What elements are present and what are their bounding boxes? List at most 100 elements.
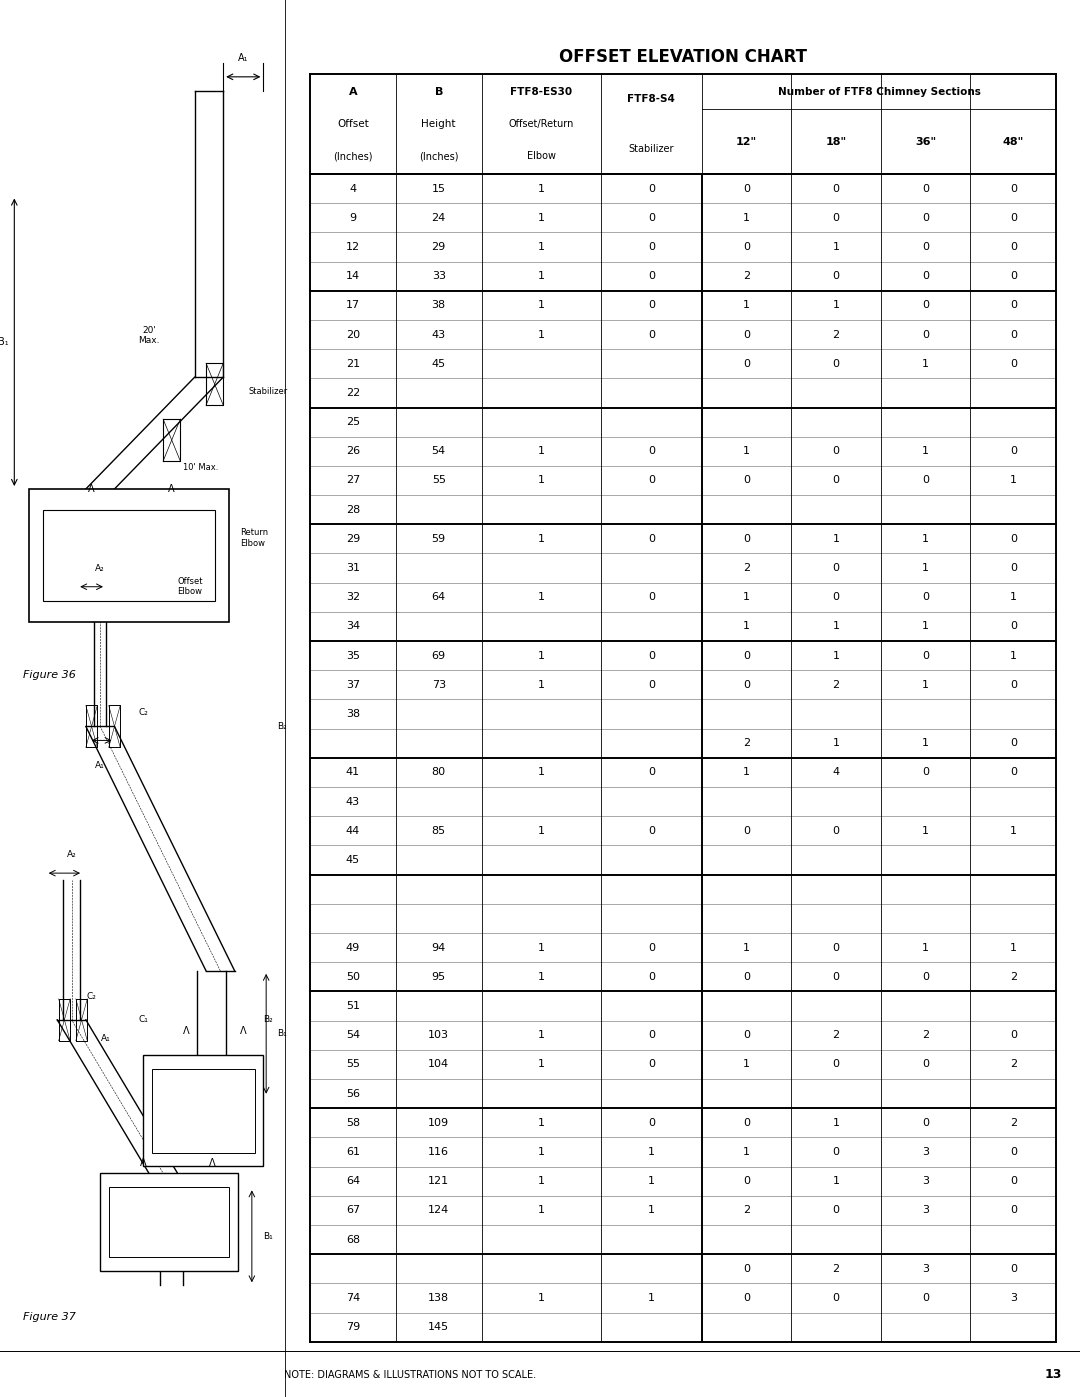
Text: Λ: Λ xyxy=(240,1025,246,1035)
Text: 85: 85 xyxy=(432,826,446,835)
Text: 0: 0 xyxy=(648,446,654,457)
Text: 0: 0 xyxy=(922,271,929,281)
Text: Height: Height xyxy=(421,119,456,129)
Text: 0: 0 xyxy=(1010,242,1016,251)
Text: 12": 12" xyxy=(735,137,757,147)
Text: 1: 1 xyxy=(538,300,544,310)
Text: 0: 0 xyxy=(648,826,654,835)
Text: 1: 1 xyxy=(538,1294,544,1303)
Text: 1: 1 xyxy=(1010,475,1016,486)
Text: 1: 1 xyxy=(538,767,544,778)
Text: FTF8-ES30: FTF8-ES30 xyxy=(510,87,572,98)
Text: 1: 1 xyxy=(538,534,544,543)
Text: 1: 1 xyxy=(922,534,929,543)
Text: 0: 0 xyxy=(648,330,654,339)
Text: 1: 1 xyxy=(538,271,544,281)
Text: 1: 1 xyxy=(538,1030,544,1041)
Text: 0: 0 xyxy=(743,1118,750,1127)
Text: 0: 0 xyxy=(922,592,929,602)
Text: 145: 145 xyxy=(428,1322,449,1333)
Text: 1: 1 xyxy=(648,1206,654,1215)
Text: 2: 2 xyxy=(833,680,839,690)
Text: Λ: Λ xyxy=(168,483,175,493)
Text: 0: 0 xyxy=(1010,1206,1016,1215)
Text: 43: 43 xyxy=(432,330,446,339)
Text: B₁: B₁ xyxy=(264,1232,273,1241)
Text: 0: 0 xyxy=(743,972,750,982)
Text: 0: 0 xyxy=(833,271,839,281)
Text: 20: 20 xyxy=(346,330,360,339)
Text: 0: 0 xyxy=(743,242,750,251)
Text: 1: 1 xyxy=(1010,651,1016,661)
Text: 1: 1 xyxy=(833,534,839,543)
Text: 1: 1 xyxy=(743,943,750,953)
Text: 0: 0 xyxy=(1010,1147,1016,1157)
Text: 0: 0 xyxy=(648,592,654,602)
Text: 54: 54 xyxy=(346,1030,360,1041)
Text: 0: 0 xyxy=(922,212,929,222)
Text: 0: 0 xyxy=(833,183,839,194)
Text: 3: 3 xyxy=(1010,1294,1016,1303)
Text: Figure 36: Figure 36 xyxy=(23,669,76,679)
Text: Offset
Elbow: Offset Elbow xyxy=(177,577,203,597)
Text: 56: 56 xyxy=(346,1088,360,1098)
Text: 1: 1 xyxy=(922,680,929,690)
Text: 0: 0 xyxy=(922,242,929,251)
Text: C₂: C₂ xyxy=(86,992,96,1000)
Text: 67: 67 xyxy=(346,1206,360,1215)
Text: 12: 12 xyxy=(346,242,360,251)
Text: 0: 0 xyxy=(833,563,839,573)
Text: 9: 9 xyxy=(349,212,356,222)
Text: 1: 1 xyxy=(743,622,750,631)
Text: 94: 94 xyxy=(432,943,446,953)
Text: B₂: B₂ xyxy=(278,722,287,731)
Text: 79: 79 xyxy=(346,1322,360,1333)
Text: 1: 1 xyxy=(538,1206,544,1215)
Text: 109: 109 xyxy=(428,1118,449,1127)
Text: 29: 29 xyxy=(432,242,446,251)
Text: 0: 0 xyxy=(648,475,654,486)
Text: 1: 1 xyxy=(1010,826,1016,835)
Text: Offset: Offset xyxy=(337,119,368,129)
Text: 58: 58 xyxy=(346,1118,360,1127)
Text: 1: 1 xyxy=(833,242,839,251)
Text: 28: 28 xyxy=(346,504,360,514)
Text: B₂: B₂ xyxy=(264,1016,273,1024)
Text: Stabilizer: Stabilizer xyxy=(629,144,674,154)
Text: 0: 0 xyxy=(743,183,750,194)
Text: (Inches): (Inches) xyxy=(333,151,373,161)
Text: 41: 41 xyxy=(346,767,360,778)
Text: Elbow: Elbow xyxy=(527,151,556,161)
Text: 1: 1 xyxy=(1010,943,1016,953)
Text: Stabilizer: Stabilizer xyxy=(249,387,288,395)
Text: B₁: B₁ xyxy=(278,1030,287,1038)
Text: 1: 1 xyxy=(538,972,544,982)
Text: 0: 0 xyxy=(1010,680,1016,690)
Text: 69: 69 xyxy=(432,651,446,661)
Text: 0: 0 xyxy=(648,300,654,310)
Text: C₁: C₁ xyxy=(118,1215,129,1224)
Bar xyxy=(151,1069,255,1153)
Text: Return
Elbow: Return Elbow xyxy=(241,528,269,548)
Text: 13: 13 xyxy=(1044,1369,1062,1382)
Text: 0: 0 xyxy=(922,475,929,486)
Text: 0: 0 xyxy=(1010,300,1016,310)
Text: 0: 0 xyxy=(922,972,929,982)
Text: 116: 116 xyxy=(429,1147,449,1157)
Text: 3: 3 xyxy=(922,1176,929,1186)
Text: 1: 1 xyxy=(648,1294,654,1303)
Text: B: B xyxy=(434,87,443,98)
Text: 0: 0 xyxy=(922,330,929,339)
Text: 1: 1 xyxy=(743,300,750,310)
Text: 43: 43 xyxy=(346,796,360,806)
Text: 17: 17 xyxy=(346,300,360,310)
Text: 25: 25 xyxy=(346,418,360,427)
Text: C₁: C₁ xyxy=(138,1016,148,1024)
Text: 0: 0 xyxy=(1010,330,1016,339)
Text: 0: 0 xyxy=(1010,1264,1016,1274)
Text: 1: 1 xyxy=(538,183,544,194)
Text: 1: 1 xyxy=(538,826,544,835)
Text: 1: 1 xyxy=(922,826,929,835)
Text: 0: 0 xyxy=(743,1030,750,1041)
Text: 0: 0 xyxy=(648,242,654,251)
